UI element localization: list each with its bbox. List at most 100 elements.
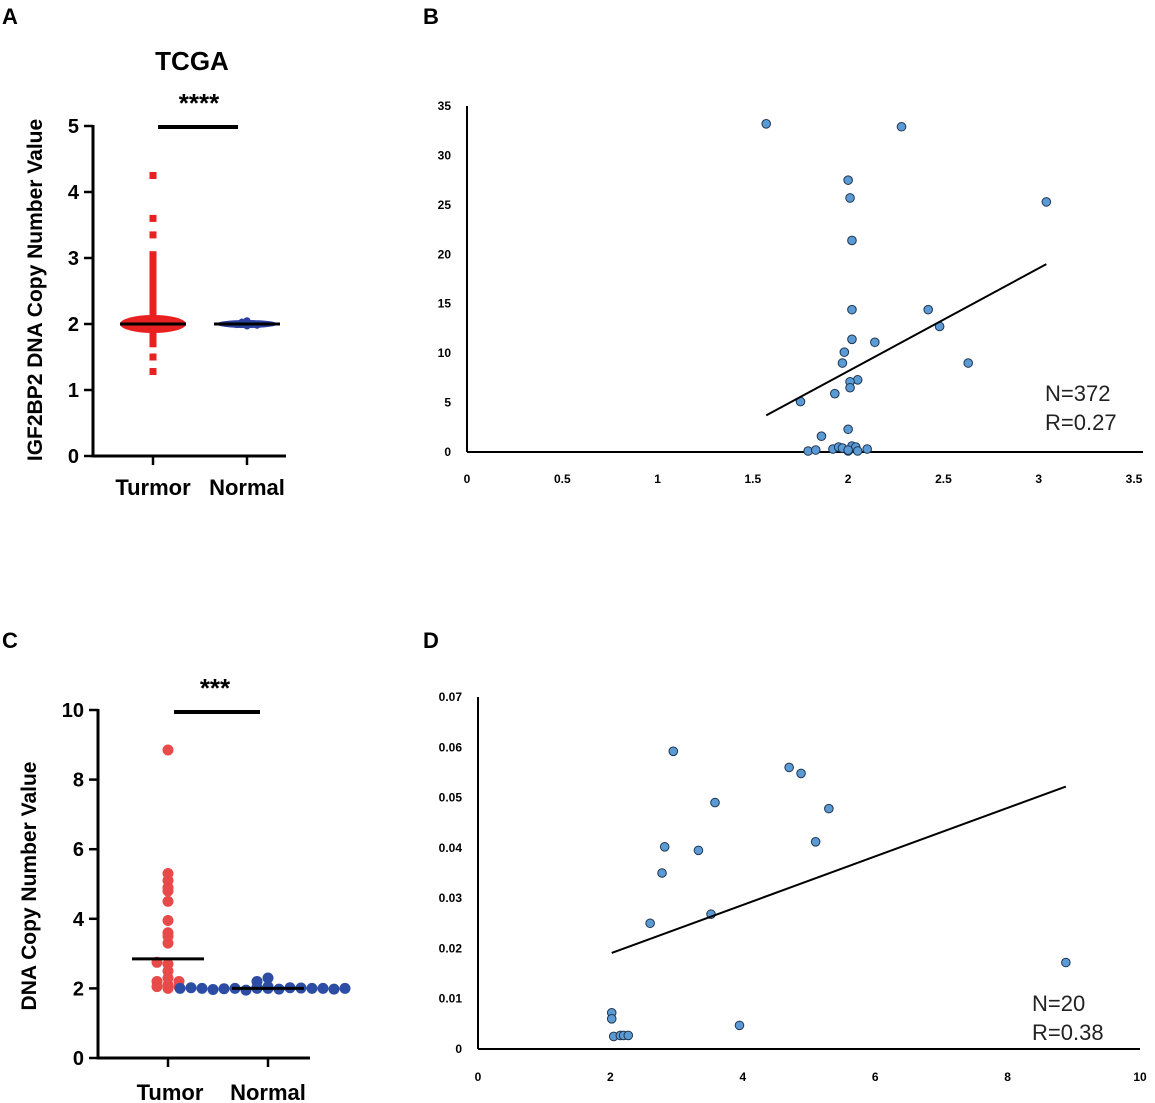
chart-c-tumor-point (162, 895, 174, 907)
chart-b-fit-line (765, 263, 1047, 417)
chart-b-point (847, 235, 857, 246)
chart-d-point (824, 803, 834, 814)
chart-a-y-tick-label: 3 (68, 248, 79, 270)
chart-b-y-tick-label: 20 (438, 247, 452, 261)
chart-d-plot: 0 0.01 0.02 0.03 0.04 0.05 0.06 0.07 0 2 4 6 8 10 (439, 690, 1147, 1084)
chart-d-y-tick-label: 0.02 (439, 941, 463, 955)
chart-c-normal-point (207, 983, 219, 995)
chart-b-point (923, 304, 933, 315)
chart-b-y-tick-label: 35 (438, 99, 452, 113)
chart-d-point (606, 1014, 617, 1024)
panel-label-b: B (423, 4, 439, 29)
chart-c-category-label: Normal (230, 1080, 306, 1103)
chart-b-point (1041, 197, 1052, 207)
chart-c-y-tick-label: 6 (73, 839, 84, 861)
chart-d-point (810, 837, 821, 847)
chart-c-y-tick-label: 0 (73, 1048, 84, 1070)
chart-c-tumor-point (151, 981, 163, 993)
chart-d-point (1061, 957, 1071, 968)
chart-b-n-annotation: N=372 (1045, 381, 1110, 406)
chart-d-point (623, 1030, 634, 1041)
chart-b-point (761, 118, 771, 129)
chart-b-point (843, 424, 853, 435)
chart-d-y-tick-label: 0.06 (439, 740, 463, 754)
chart-d-y-tick-label: 0 (455, 1042, 462, 1056)
chart-a-y-tick-label: 4 (68, 182, 80, 204)
chart-c-y-tick-label: 2 (73, 978, 84, 1000)
chart-d-x-tick-label: 4 (739, 1070, 746, 1084)
chart-b-y-tick-label: 10 (438, 346, 452, 360)
chart-d-point (645, 918, 655, 929)
chart-b-point (845, 382, 855, 393)
chart-d-point (710, 797, 720, 808)
chart-b-y-tick-label: 15 (438, 297, 452, 311)
chart-d-x-tick-label: 8 (1004, 1070, 1011, 1084)
chart-c-normal-point (339, 982, 351, 994)
chart-b-x-tick-label: 2 (845, 472, 852, 486)
chart-b-point (847, 304, 857, 315)
chart-b-point (816, 431, 827, 441)
chart-b-point (963, 358, 974, 368)
chart-d-x-tick-label: 0 (475, 1070, 482, 1084)
chart-d-x-tick-label: 6 (872, 1070, 879, 1084)
chart-a-title: TCGA (155, 46, 229, 76)
chart-d-y-tick-label: 0.05 (439, 791, 463, 805)
chart-b-x-tick-label: 3.5 (1126, 472, 1143, 486)
chart-d-y-tick-label: 0.04 (439, 841, 463, 855)
chart-b-plot: 0 5 10 15 20 25 30 35 0 0.5 1 1.5 2 2.5 3 3.5 (438, 99, 1143, 486)
chart-d-point (668, 746, 679, 757)
chart-b-y-tick-label: 0 (444, 445, 451, 459)
chart-c-tumor-point (162, 915, 174, 927)
chart-b-x-tick-label: 1 (654, 472, 661, 486)
chart-c-normal-point (262, 972, 274, 984)
chart-d-n-annotation: N=20 (1032, 991, 1085, 1016)
chart-c-plot: 0 2 4 6 8 10 (62, 700, 351, 1070)
chart-a-turmor-point (149, 172, 157, 179)
chart-b-x-tick-label: 0 (464, 472, 471, 486)
chart-b-point (837, 358, 848, 368)
chart-a-y-tick-label: 1 (68, 380, 79, 402)
chart-c-ylabel: DNA Copy Number Value (18, 762, 41, 1011)
chart-d-fit-line (611, 785, 1067, 954)
chart-c-tumor-point (162, 744, 174, 756)
chart-a-turmor-point (149, 368, 157, 376)
chart-c-normal-point (306, 982, 318, 994)
chart-d-x-tick-label: 10 (1133, 1070, 1147, 1084)
chart-d-y-tick-label: 0.07 (439, 690, 463, 704)
panel-label-c: C (2, 628, 18, 653)
chart-c-significance: *** (200, 673, 231, 703)
chart-a-significance: **** (179, 88, 220, 118)
chart-a-turmor-point (149, 214, 157, 222)
panel-label-d: D (423, 628, 439, 653)
chart-c-normal-point (328, 983, 340, 995)
chart-a-category-label: Turmor (115, 475, 191, 500)
chart-c-normal-point (218, 983, 230, 995)
chart-b-x-tick-label: 2.5 (935, 472, 952, 486)
chart-b-y-tick-label: 5 (444, 396, 451, 410)
chart-c-normal-point (196, 982, 208, 994)
chart-b-r-annotation: R=0.27 (1045, 410, 1117, 435)
chart-d-point (784, 762, 794, 773)
chart-c-y-tick-label: 4 (73, 909, 85, 931)
chart-c-normal-point (174, 982, 186, 994)
chart-d-point (693, 845, 704, 856)
chart-d-point (734, 1020, 745, 1031)
chart-d-point (796, 768, 806, 779)
chart-b-x-tick-label: 3 (1035, 472, 1042, 486)
chart-d-x-tick-label: 2 (607, 1070, 614, 1084)
chart-a-y-tick-label: 5 (68, 116, 79, 138)
chart-c-normal-point (317, 982, 329, 994)
chart-b-point (839, 347, 850, 357)
chart-b-point (845, 193, 855, 203)
chart-b-x-tick-label: 0.5 (554, 472, 571, 486)
chart-c-normal-point (185, 982, 197, 994)
chart-d-point (657, 868, 667, 878)
chart-b-point (847, 334, 857, 345)
chart-a-ylabel: IGF2BP2 DNA Copy Number Value (24, 119, 47, 461)
chart-b-x-tick-label: 1.5 (745, 472, 762, 486)
chart-a-y-tick-label: 2 (68, 314, 79, 336)
chart-d-r-annotation: R=0.38 (1032, 1020, 1104, 1045)
chart-a-turmor-point (149, 340, 157, 348)
chart-c-y-tick-label: 10 (62, 700, 84, 722)
